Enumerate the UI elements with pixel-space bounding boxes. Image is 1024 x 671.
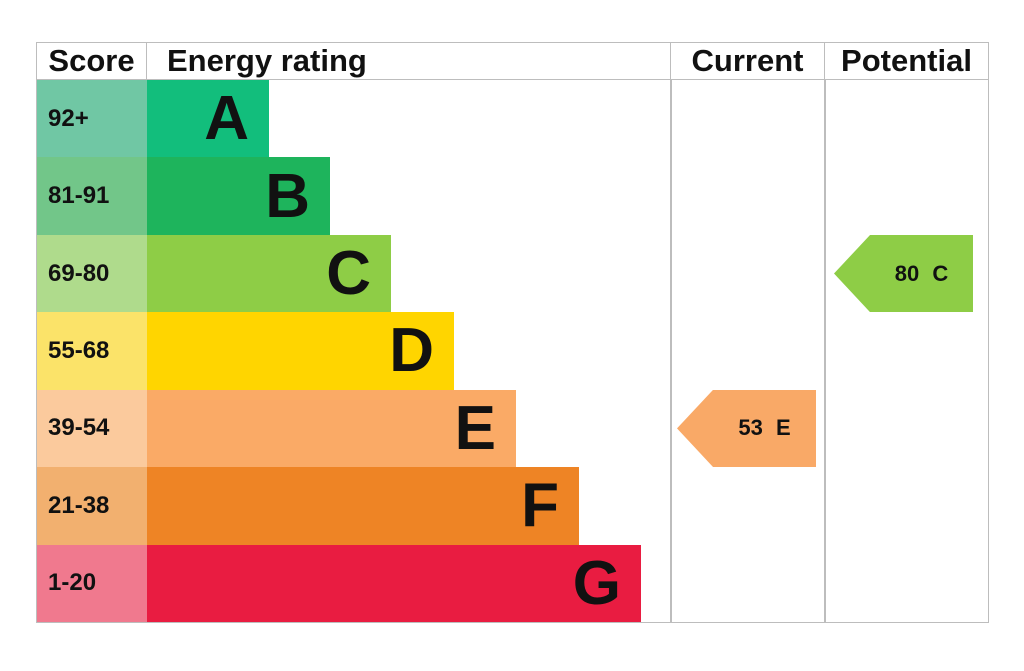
- band-row-d: 55-68 D: [37, 312, 988, 390]
- score-cell: 1-20: [37, 544, 147, 622]
- band-bar: F: [147, 467, 579, 545]
- potential-column-divider: [824, 80, 826, 622]
- band-letter: G: [572, 548, 621, 618]
- band-row-a: 92+ A: [37, 80, 988, 158]
- score-cell: 55-68: [37, 312, 147, 390]
- header-potential: Potential: [824, 43, 988, 79]
- band-letter: E: [454, 393, 496, 463]
- table-header: Score Energy rating Current Potential: [36, 42, 989, 80]
- band-letter: A: [204, 84, 249, 154]
- band-row-e: 39-54 E: [37, 389, 988, 468]
- band-bar: E: [147, 389, 516, 468]
- score-cell: 81-91: [37, 157, 147, 235]
- table-body: 92+ A 81-91 B 69-80 C 55-68 D 39-54 E 21…: [36, 80, 989, 623]
- band-row-b: 81-91 B: [37, 157, 988, 235]
- current-arrow-label: 53 E: [738, 415, 791, 441]
- band-letter: C: [326, 239, 371, 309]
- band-bar: G: [147, 544, 641, 622]
- current-column-divider: [670, 80, 672, 622]
- band-letter: F: [521, 471, 559, 541]
- band-letter: D: [389, 316, 434, 386]
- score-cell: 69-80: [37, 234, 147, 313]
- band-row-f: 21-38 F: [37, 467, 988, 545]
- band-row-g: 1-20 G: [37, 544, 988, 622]
- score-cell: 39-54: [37, 389, 147, 468]
- header-current: Current: [670, 43, 824, 79]
- band-bar: D: [147, 312, 454, 390]
- band-bar: C: [147, 234, 391, 313]
- potential-arrow-label: 80 C: [894, 260, 949, 286]
- epc-table: Score Energy rating Current Potential 92…: [36, 42, 989, 623]
- band-bar: A: [147, 80, 269, 158]
- band-row-c: 69-80 C: [37, 234, 988, 313]
- header-score: Score: [37, 43, 147, 79]
- band-letter: B: [265, 161, 310, 231]
- score-cell: 21-38: [37, 467, 147, 545]
- band-bar: B: [147, 157, 330, 235]
- score-cell: 92+: [37, 80, 147, 158]
- header-energy-rating: Energy rating: [167, 43, 367, 78]
